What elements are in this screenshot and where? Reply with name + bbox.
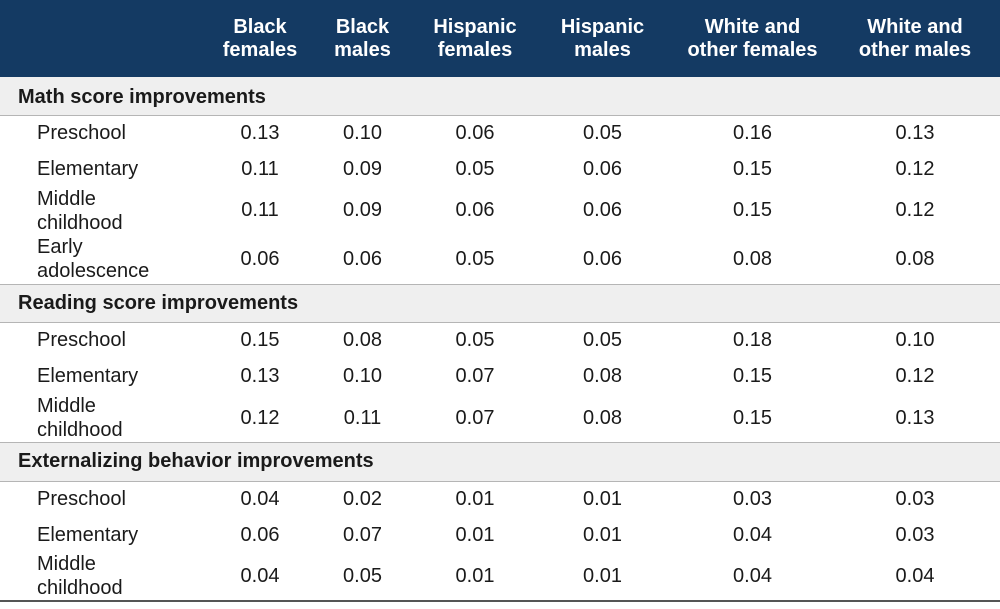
table-cell: 0.13 (895, 121, 935, 144)
table-cell: 0.01 (583, 487, 622, 510)
table-cell: 0.05 (455, 247, 495, 270)
table-cell: 0.01 (583, 523, 622, 546)
table-cell: 0.10 (895, 328, 935, 351)
table-cell: 0.11 (343, 406, 382, 429)
row-label: Middle childhood (37, 395, 123, 441)
table-row: Middle childhood 0.11 0.09 0.06 0.06 0.1… (0, 187, 1000, 234)
table-cell: 0.12 (240, 406, 280, 429)
column-header: White and other males (858, 15, 972, 61)
table-cell: 0.10 (343, 121, 382, 144)
table-cell: 0.08 (343, 328, 382, 351)
table-row: Preschool 0.15 0.08 0.05 0.05 0.18 0.10 (0, 322, 1000, 358)
table-cell: 0.08 (583, 364, 622, 387)
table-cell: 0.06 (583, 247, 622, 270)
table-bottom-rule (0, 600, 1000, 602)
table-cell: 0.18 (733, 328, 772, 351)
table-cell: 0.08 (583, 406, 622, 429)
column-header: Hispanic females (433, 15, 517, 61)
section-header: Reading score improvements (0, 284, 1000, 323)
table-header: Black females Black males Hispanic femal… (0, 0, 1000, 77)
section-header: Externalizing behavior improvements (0, 442, 1000, 482)
table-cell: 0.03 (895, 523, 935, 546)
table-cell: 0.13 (240, 364, 280, 387)
row-label: Middle childhood (37, 187, 123, 234)
table-cell: 0.07 (455, 364, 495, 387)
row-label: Preschool (37, 122, 126, 144)
table-row: Elementary 0.11 0.09 0.05 0.06 0.15 0.12 (0, 151, 1000, 187)
table-cell: 0.15 (733, 406, 772, 429)
table-cell: 0.15 (733, 157, 772, 180)
column-header: White and other females (687, 15, 818, 61)
table-cell: 0.01 (455, 564, 495, 587)
table-cell: 0.15 (240, 328, 280, 351)
column-header: Black males (334, 15, 391, 61)
table-cell: 0.05 (583, 328, 622, 351)
table-row: Elementary 0.13 0.10 0.07 0.08 0.15 0.12 (0, 358, 1000, 394)
section-title: Math score improvements (18, 86, 266, 108)
table-cell: 0.04 (733, 523, 772, 546)
table-cell: 0.11 (241, 199, 279, 221)
table-cell: 0.06 (455, 199, 495, 221)
table-cell: 0.13 (895, 406, 935, 429)
table-cell: 0.01 (455, 487, 495, 510)
row-label: Early adolescence (37, 236, 150, 282)
row-label: Middle childhood (37, 553, 123, 599)
row-label: Elementary (37, 158, 139, 180)
table-cell: 0.04 (240, 564, 280, 587)
table-cell: 0.03 (895, 487, 935, 510)
table-cell: 0.12 (895, 199, 935, 221)
table-cell: 0.12 (895, 364, 935, 387)
table-cell: 0.11 (241, 157, 279, 180)
row-label: Elementary (37, 524, 139, 546)
table-cell: 0.06 (343, 247, 382, 270)
table-row: Early adolescence 0.06 0.06 0.05 0.06 0.… (0, 234, 1000, 284)
table-cell: 0.05 (583, 121, 622, 144)
table-row: Middle childhood 0.12 0.11 0.07 0.08 0.1… (0, 394, 1000, 442)
table-cell: 0.04 (240, 487, 280, 510)
table-cell: 0.07 (343, 523, 382, 546)
column-header: Black females (222, 15, 298, 61)
section-header: Math score improvements (0, 77, 1000, 116)
table-cell: 0.09 (343, 199, 382, 221)
table-cell: 0.04 (895, 564, 935, 587)
table-cell: 0.09 (343, 157, 382, 180)
row-label: Preschool (37, 488, 126, 510)
table-cell: 0.05 (343, 564, 382, 587)
table-cell: 0.05 (455, 157, 495, 180)
table-cell: 0.04 (733, 564, 772, 587)
table-cell: 0.02 (343, 487, 382, 510)
table-cell: 0.10 (343, 364, 382, 387)
table-cell: 0.06 (583, 199, 622, 221)
table-cell: 0.07 (455, 406, 495, 429)
table-cell: 0.01 (455, 523, 495, 546)
table-row: Preschool 0.04 0.02 0.01 0.01 0.03 0.03 (0, 481, 1000, 517)
table-row: Preschool 0.13 0.10 0.06 0.05 0.16 0.13 (0, 115, 1000, 151)
table-cell: 0.12 (895, 157, 935, 180)
table-cell: 0.15 (733, 364, 772, 387)
row-label: Preschool (37, 329, 126, 351)
table-row: Middle childhood 0.04 0.05 0.01 0.01 0.0… (0, 553, 1000, 599)
table-row: Elementary 0.06 0.07 0.01 0.01 0.04 0.03 (0, 517, 1000, 553)
table-cell: 0.06 (240, 523, 280, 546)
table-cell: 0.16 (733, 121, 772, 144)
table-cell: 0.06 (583, 157, 622, 180)
table-cell: 0.08 (895, 247, 935, 270)
table-cell: 0.08 (733, 247, 772, 270)
table-cell: 0.05 (455, 328, 495, 351)
section-title: Externalizing behavior improvements (18, 450, 374, 472)
table-cell: 0.13 (240, 121, 280, 144)
table-cell: 0.06 (455, 121, 495, 144)
table-cell: 0.15 (733, 199, 772, 221)
column-header: Hispanic males (560, 15, 645, 61)
row-label: Elementary (37, 365, 139, 387)
table-cell: 0.06 (240, 247, 280, 270)
section-title: Reading score improvements (18, 292, 299, 314)
table-cell: 0.01 (583, 564, 622, 587)
table-cell: 0.03 (733, 487, 772, 510)
